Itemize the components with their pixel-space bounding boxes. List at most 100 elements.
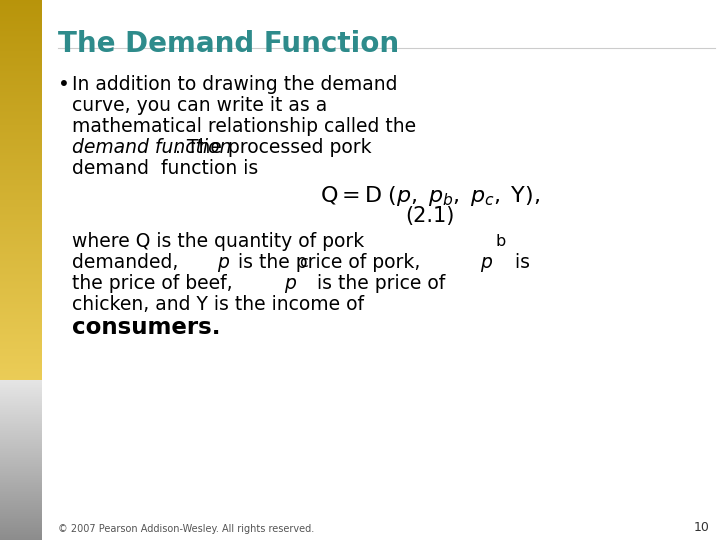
Bar [0, 324, 42, 325]
Bar [0, 315, 42, 316]
Bar [0, 440, 42, 441]
Bar [0, 34, 42, 35]
Bar [0, 534, 42, 535]
Text: 10: 10 [694, 521, 710, 534]
Bar [0, 453, 42, 454]
Bar [0, 204, 42, 205]
Bar [0, 379, 42, 380]
Bar [0, 521, 42, 522]
Bar [0, 108, 42, 109]
Bar [0, 526, 42, 527]
Bar [0, 273, 42, 274]
Bar [0, 42, 42, 43]
Bar [0, 76, 42, 77]
Bar [0, 209, 42, 210]
Bar [0, 168, 42, 169]
Bar [0, 514, 42, 515]
Bar [0, 150, 42, 151]
Bar [0, 62, 42, 63]
Bar [0, 468, 42, 469]
Bar [0, 357, 42, 358]
Bar [0, 135, 42, 136]
Bar [0, 33, 42, 34]
Bar [0, 375, 42, 376]
Bar [0, 55, 42, 56]
Bar [0, 284, 42, 285]
Bar [0, 330, 42, 331]
Bar [0, 44, 42, 45]
Bar [0, 457, 42, 458]
Bar [0, 128, 42, 129]
Bar [0, 396, 42, 397]
Bar [0, 367, 42, 368]
Bar [0, 354, 42, 355]
Bar [0, 250, 42, 251]
Bar [0, 320, 42, 321]
Bar [0, 323, 42, 324]
Bar [0, 498, 42, 499]
Bar [0, 193, 42, 194]
Bar [0, 79, 42, 80]
Bar [0, 211, 42, 212]
Bar [0, 488, 42, 489]
Bar [0, 312, 42, 313]
Bar [0, 213, 42, 214]
Bar [0, 278, 42, 279]
Bar [0, 229, 42, 230]
Bar [0, 398, 42, 399]
Bar [0, 100, 42, 101]
Bar [0, 92, 42, 93]
Bar [0, 414, 42, 415]
Bar [0, 89, 42, 90]
Bar [0, 36, 42, 37]
Bar [0, 511, 42, 512]
Bar [0, 418, 42, 419]
Bar [0, 485, 42, 486]
Bar [0, 513, 42, 514]
Bar [0, 309, 42, 310]
Bar [0, 279, 42, 280]
Bar [0, 499, 42, 500]
Bar [0, 445, 42, 446]
Bar [0, 507, 42, 508]
Bar [0, 502, 42, 503]
Bar [0, 408, 42, 409]
Bar [0, 305, 42, 306]
Bar [0, 5, 42, 6]
Bar [0, 378, 42, 379]
Bar [0, 241, 42, 242]
Bar [0, 70, 42, 71]
Bar [0, 81, 42, 82]
Bar [0, 86, 42, 87]
Bar [0, 107, 42, 108]
Bar [0, 384, 42, 385]
Text: •: • [58, 75, 70, 94]
Bar [0, 134, 42, 135]
Bar [0, 452, 42, 453]
Bar [0, 198, 42, 199]
Text: (2.1): (2.1) [405, 206, 455, 226]
Bar [0, 223, 42, 224]
Bar [0, 420, 42, 421]
Bar [0, 191, 42, 192]
Bar [0, 327, 42, 328]
Bar [0, 129, 42, 130]
Bar [0, 322, 42, 323]
Bar [0, 236, 42, 237]
Bar [0, 52, 42, 53]
Bar [0, 233, 42, 234]
Bar [0, 425, 42, 426]
Bar [0, 413, 42, 414]
Bar [0, 321, 42, 322]
Bar [0, 407, 42, 408]
Bar [0, 382, 42, 383]
Bar [0, 16, 42, 17]
Bar [0, 532, 42, 533]
Bar [0, 399, 42, 400]
Bar [0, 337, 42, 338]
Bar [0, 61, 42, 62]
Bar [0, 131, 42, 132]
Bar [0, 228, 42, 229]
Bar [0, 111, 42, 112]
Text: the price of beef,: the price of beef, [72, 274, 236, 293]
